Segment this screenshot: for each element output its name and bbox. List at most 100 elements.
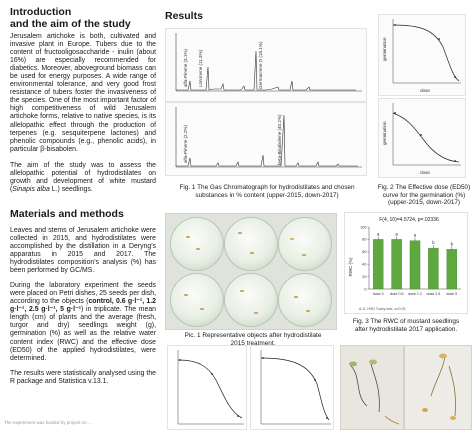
fig3-bar xyxy=(446,249,458,290)
petri-dish-2 xyxy=(224,217,278,271)
fig2-lower-xlabel: dose xyxy=(420,170,430,175)
fig3-group-letter: b xyxy=(451,241,454,246)
fig3-caption-line2: after hydrodistilate 2017 application. xyxy=(354,325,458,333)
fig1-caption: Fig. 1 The Gas Chromatograph for hydrodi… xyxy=(162,184,372,199)
results-heading: Results xyxy=(165,10,203,22)
pic1-caption-line1: Pic. 1 Representative objects after hydr… xyxy=(184,332,322,339)
svg-text:F(4, 10)=4.5724, p=.02336: F(4, 10)=4.5724, p=.02336 xyxy=(379,217,439,223)
seedlings-photo-2 xyxy=(404,345,472,430)
fig3-caption-line1: Fig. 3 The RWC of mustard seedlings xyxy=(352,318,460,325)
fig3-bar xyxy=(409,240,421,290)
svg-text:dose: dose xyxy=(420,88,430,93)
svg-text:dose: dose xyxy=(420,170,430,175)
bottom-plot-2 xyxy=(250,345,334,430)
svg-text:Limonene (11.3%): Limonene (11.3%) xyxy=(198,49,203,87)
petri-dish-6 xyxy=(278,273,332,327)
fig1-upper-trace xyxy=(176,50,356,91)
fig3-ytick-label: 20 xyxy=(362,275,366,279)
pic1-photo xyxy=(165,213,337,330)
fig2-caption-line2: curve for the germination (%) xyxy=(382,191,466,199)
petri-dish-4 xyxy=(170,273,224,327)
svg-text:RWC (%): RWC (%) xyxy=(348,257,353,276)
fig3-caption: Fig. 3 The RWC of mustard seedlings afte… xyxy=(340,318,472,333)
fig2-upper-point-2 xyxy=(438,38,440,40)
methods-p2-b: ) in triplicate. The mean length (cm) of… xyxy=(10,306,157,362)
fig3-ytick-label: 60 xyxy=(362,250,366,254)
left-column: Introduction and the aim of the study Je… xyxy=(10,6,156,386)
fig1-chromatogram-upper: alfa-Pinene (3.1%) Limonene (11.3%) Germ… xyxy=(165,28,367,102)
petri-dish-5 xyxy=(224,273,278,327)
fig2-upper-svg: germination dose xyxy=(382,19,461,93)
methods-paragraph2: During the laboratory experiment the see… xyxy=(10,282,156,362)
pic1-caption-line2: 2015 treatment. xyxy=(230,339,276,347)
fig1-lower-trace xyxy=(176,114,358,167)
svg-text:germination: germination xyxy=(382,121,387,145)
intro-p2-a: The aim of the study was to assess the a… xyxy=(10,161,156,193)
fig3-bar xyxy=(428,247,439,290)
fig1-upper-label-2: Limonene (11.3%) xyxy=(198,49,203,87)
intro-p2-b: L.) seedlings. xyxy=(49,185,93,193)
seedlings-photo-1 xyxy=(340,345,404,430)
fig3-category-label: dose 5 xyxy=(446,292,457,296)
fig2-upper-curve xyxy=(392,24,460,82)
methods-p2-a: During the laboratory experiment the see… xyxy=(10,282,156,306)
fig3-category-label: dose 0.6 xyxy=(390,292,404,296)
fig2-lower-point-2 xyxy=(420,134,422,136)
svg-text:Germacrene D (15.1%): Germacrene D (15.1%) xyxy=(258,41,263,89)
fig3-group-letter: b xyxy=(432,240,435,245)
fig3-note: A-G: HSD Tukey test, α=0.05 xyxy=(359,307,406,311)
fig2-caption-line1: Fig. 2 The Effective dose (ED50) xyxy=(377,184,471,191)
fig3-stat: F(4, 10)=4.5724, p=.02336 xyxy=(379,217,439,223)
footer-text: The experiment was funded by project no.… xyxy=(4,420,93,425)
fig3-bar xyxy=(391,239,402,290)
fig2-upper-point-3 xyxy=(454,76,456,78)
svg-text:beta-Bisabolene (40.2%): beta-Bisabolene (40.2%) xyxy=(277,114,282,165)
fig1-upper-label-3: Germacrene D (15.1%) xyxy=(258,41,263,89)
intro-paragraph1: Jerusalem artichoke is both, cultivated … xyxy=(10,33,156,153)
petri-dish-3 xyxy=(278,217,332,271)
intro-heading-line2: and the aim of the study xyxy=(10,18,131,30)
fig2-ed50-lower: germination dose xyxy=(378,98,466,178)
fig1-lower-label-1: alfa-Pinene (2.2%) xyxy=(183,124,188,163)
fig1-caption-line2: substances in % content (upper-2015, dow… xyxy=(195,191,339,199)
methods-p2-bold: control, 0.6 g·l⁻¹, 1.2 g·l⁻¹, 2.5 g·l⁻¹… xyxy=(10,298,156,314)
fig3-ytick-label: 0 xyxy=(364,287,366,291)
fig2-lower-curve xyxy=(392,112,460,163)
bottom-plot-1 xyxy=(167,345,247,430)
fig2-upper-ylabel: germination xyxy=(382,37,387,61)
fig2-lower-point-3 xyxy=(454,160,456,162)
seedlings-photo-2-svg xyxy=(422,353,456,420)
fig2-lower-point-1 xyxy=(394,112,396,114)
petri-dish-1 xyxy=(170,217,224,271)
fig3-ytick-label: 80 xyxy=(362,238,366,242)
intro-paragraph2: The aim of the study was to assess the a… xyxy=(10,162,156,194)
fig1-lower-label-2: beta-Bisabolene (40.2%) xyxy=(277,114,282,165)
methods-heading: Materials and methods xyxy=(10,207,124,220)
fig1-upper-label-1: alfa-Pinene (3.1%) xyxy=(183,48,188,87)
fig1-caption-line1: Fig. 1 The Gas Chromatograph for hydrodi… xyxy=(179,184,355,191)
methods-paragraph3: The results were statistically analysed … xyxy=(10,369,156,385)
fig2-caption-line3: (upper-2015, down-2017) xyxy=(387,199,461,207)
svg-text:A-G: HSD Tukey test, α=0.05: A-G: HSD Tukey test, α=0.05 xyxy=(359,307,406,311)
fig3-category-label: dose 1.2 xyxy=(408,292,422,296)
fig3-ylabel: RWC (%) xyxy=(348,257,353,276)
fig3-ytick-label: 40 xyxy=(362,263,366,267)
svg-text:alfa-Pinene (2.2%): alfa-Pinene (2.2%) xyxy=(183,124,188,163)
fig3-group-letter: a xyxy=(377,231,380,236)
fig3-category-label: dose 0 xyxy=(373,292,384,296)
intro-p2-italic: Sinapis alba xyxy=(12,185,50,193)
fig3-group-letter: a xyxy=(414,233,417,238)
svg-text:germination: germination xyxy=(382,37,387,61)
fig2-caption: Fig. 2 The Effective dose (ED50) curve f… xyxy=(376,184,472,207)
seedlings-photo-1-svg xyxy=(349,359,400,425)
fig3-rwc-chart: F(4, 10)=4.5724, p=.02336 RWC (%) A-G: H… xyxy=(344,212,468,314)
fig2-lower-svg: germination dose xyxy=(382,103,461,175)
pic1-caption: Pic. 1 Representative objects after hydr… xyxy=(158,332,348,347)
fig2-ed50-upper: germination dose xyxy=(378,14,466,96)
fig2-upper-xlabel: dose xyxy=(420,88,430,93)
fig3-svg: F(4, 10)=4.5724, p=.02336 RWC (%) A-G: H… xyxy=(348,217,461,311)
fig1-chromatogram-lower: alfa-Pinene (2.2%) beta-Bisabolene (40.2… xyxy=(165,102,367,176)
fig2-lower-ylabel: germination xyxy=(382,121,387,145)
fig3-category-label: dose 2.5 xyxy=(427,292,441,296)
fig3-group-letter: a xyxy=(395,231,398,236)
